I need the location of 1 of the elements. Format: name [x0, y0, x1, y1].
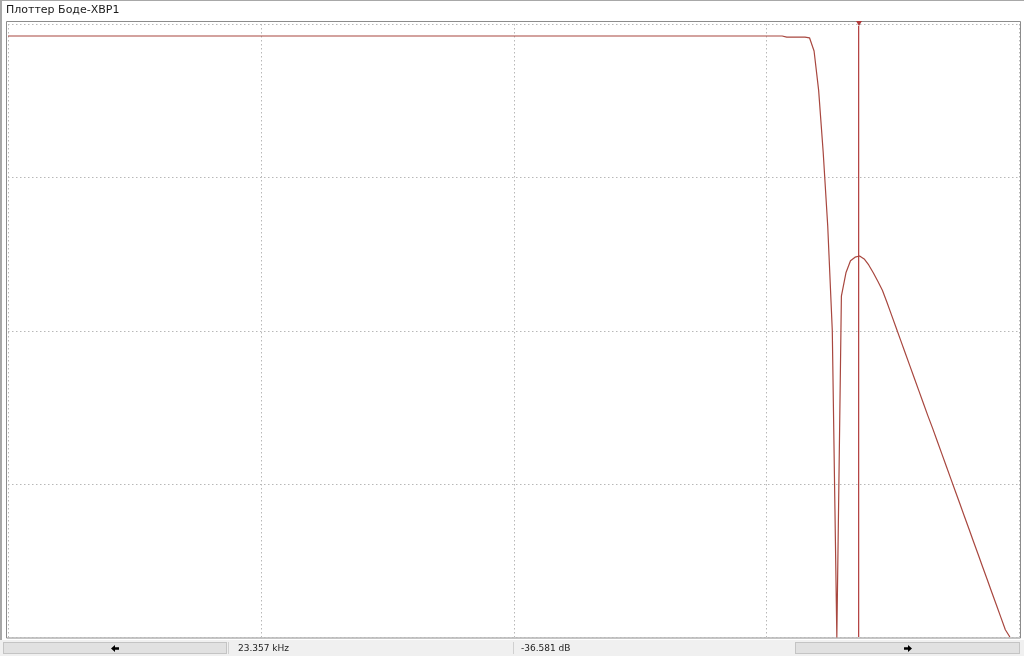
chart-title: Плоттер Боде-XBP1 — [6, 2, 120, 18]
